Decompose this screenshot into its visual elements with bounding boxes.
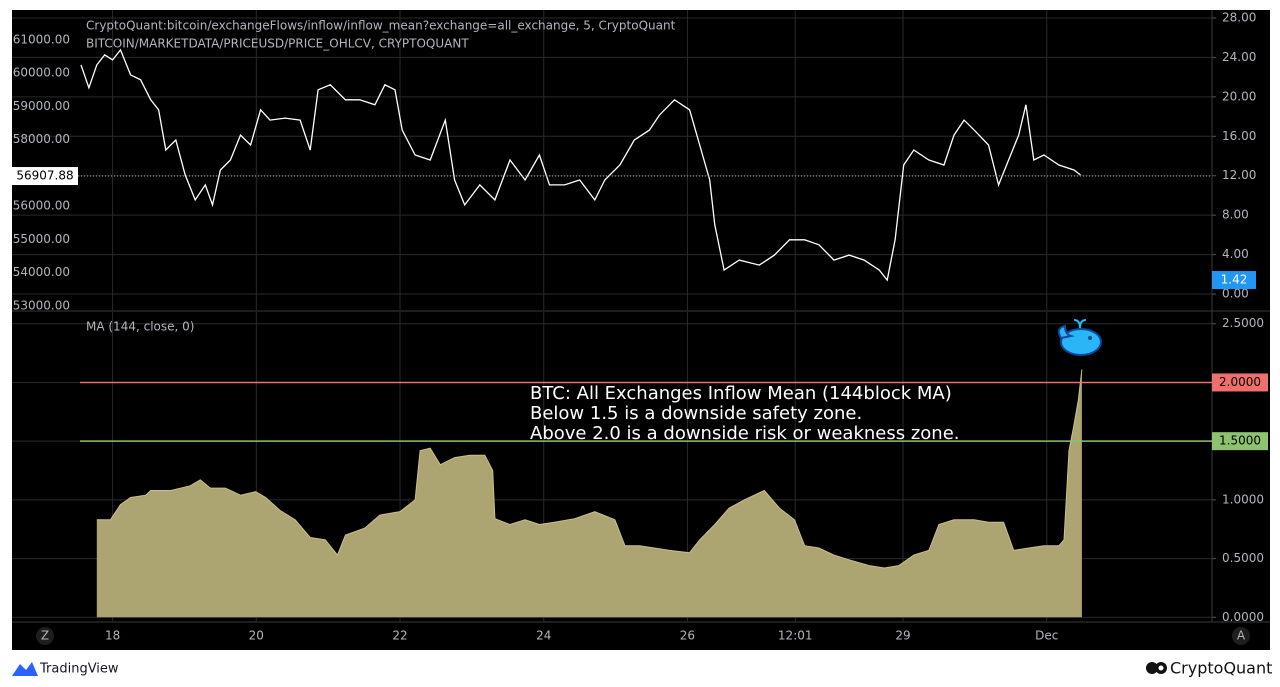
y-tick-label: 1.0000 — [1222, 492, 1264, 506]
y-tick-label: 58000.00 — [13, 132, 70, 146]
annotation: Below 1.5 is a downside safety zone. — [530, 403, 862, 424]
x-tick-label: 12:01 — [778, 629, 813, 643]
source-label: CryptoQuant:bitcoin/exchangeFlows/inflow… — [86, 19, 676, 33]
pane-label: MA (144, close, 0) — [86, 320, 194, 334]
y2-tick-label: 24.00 — [1222, 50, 1256, 64]
y2-tick-label: 28.00 — [1222, 10, 1256, 24]
y-tick-label: 59000.00 — [13, 99, 70, 113]
threshold-box — [1212, 373, 1268, 392]
auto-button-label[interactable]: A — [1237, 629, 1246, 643]
x-tick-label: Dec — [1035, 629, 1058, 643]
x-tick-label: 18 — [105, 629, 120, 643]
y-tick-label: 60000.00 — [13, 66, 70, 80]
last-value-box — [1212, 271, 1256, 290]
x-tick-label: 29 — [895, 629, 910, 643]
whale-icon — [1057, 319, 1102, 356]
x-tick-label: 20 — [249, 629, 264, 643]
y2-tick-label: 12.00 — [1222, 168, 1256, 182]
price-line — [80, 48, 1081, 282]
area-line — [96, 369, 1083, 569]
y2-tick-label: 0.00 — [1222, 287, 1249, 301]
y-tick-label: 0.0000 — [1222, 610, 1264, 624]
y-tick-label: 2.5000 — [1222, 316, 1264, 330]
y2-tick-label: 4.00 — [1222, 247, 1249, 261]
cryptoquant-label[interactable]: CryptoQuant — [1170, 659, 1272, 678]
last-price-label: 56907.88 — [16, 169, 73, 183]
threshold-box — [1212, 432, 1268, 451]
x-tick-label: 22 — [392, 629, 407, 643]
y-tick-label: 53000.00 — [13, 299, 70, 313]
last-price-box — [12, 167, 78, 186]
annotation: BTC: All Exchanges Inflow Mean (144block… — [530, 383, 952, 404]
source-label: BITCOIN/MARKETDATA/PRICEUSD/PRICE_OHLCV,… — [86, 37, 469, 51]
y2-tick-label: 8.00 — [1222, 208, 1249, 222]
tradingview-logo[interactable] — [12, 662, 38, 676]
area-fill — [96, 369, 1082, 618]
y-tick-label: 61000.00 — [13, 32, 70, 46]
cryptoquant-logo[interactable] — [1146, 662, 1167, 674]
threshold-label: 1.5000 — [1219, 434, 1261, 448]
auto-button[interactable] — [1232, 627, 1250, 645]
annotation: Above 2.0 is a downside risk or weakness… — [530, 423, 960, 444]
tradingview-label[interactable]: TradingView — [39, 662, 119, 677]
plots: 0.00 4.00 8.00 12.00 16.00 20.00 24.00 28.00 530… — [12, 10, 1268, 643]
y-tick-label: 55000.00 — [13, 232, 70, 246]
y-tick-label: 54000.00 — [13, 265, 70, 279]
y-tick-label: 0.5000 — [1222, 551, 1264, 565]
threshold-label: 2.0000 — [1219, 375, 1261, 389]
zoom-button-label[interactable]: Z — [41, 629, 49, 643]
y2-tick-label: 20.00 — [1222, 89, 1256, 103]
last-value-label: 1.42 — [1221, 273, 1248, 287]
y2-tick-label: 16.00 — [1222, 129, 1256, 143]
y-tick-label: 56000.00 — [13, 199, 70, 213]
x-tick-label: 26 — [680, 629, 695, 643]
x-tick-label: 24 — [536, 629, 551, 643]
zoom-button[interactable] — [36, 627, 54, 645]
